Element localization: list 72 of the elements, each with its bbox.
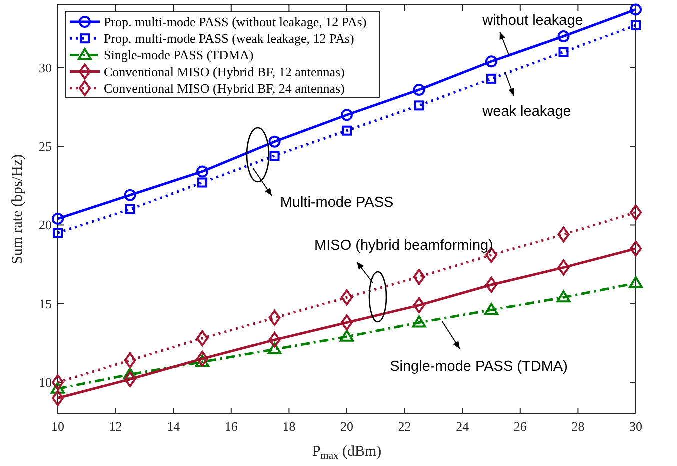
x-tick-label: 26	[514, 419, 528, 434]
point	[196, 166, 208, 178]
point	[51, 382, 65, 394]
point	[341, 314, 353, 331]
point	[341, 290, 353, 306]
point	[124, 189, 136, 202]
y-axis-title: Sum rate (bps/Hz)	[10, 154, 26, 264]
point	[268, 136, 281, 148]
point	[631, 20, 641, 30]
point	[270, 151, 280, 162]
point	[123, 368, 138, 380]
point	[486, 56, 498, 68]
point	[52, 212, 64, 225]
point	[484, 303, 498, 316]
point	[341, 109, 353, 122]
point	[52, 374, 64, 391]
point	[268, 310, 281, 326]
point	[198, 178, 208, 188]
legend-label: Conventional MISO (Hybrid BF, 12 antennas)	[104, 64, 345, 80]
point	[52, 390, 64, 406]
annotation: Multi-mode PASS	[280, 195, 394, 211]
x-tick-label: 24	[456, 419, 470, 434]
legend-label: Single-mode PASS (TDMA)	[104, 48, 254, 63]
x-tick-label: 30	[630, 419, 642, 434]
y-tick-label: 15	[39, 296, 52, 312]
x-tick-label: 20	[340, 419, 354, 434]
point	[558, 260, 570, 276]
x-tick-label: 10	[52, 419, 64, 434]
point	[629, 276, 643, 288]
point	[196, 350, 208, 367]
legend-label: Prop. multi-mode PASS (weak leakage, 12 PAs)	[104, 31, 354, 46]
point	[342, 126, 352, 136]
y-tick-label: 30	[39, 60, 52, 76]
point	[558, 47, 569, 58]
point	[268, 332, 281, 348]
point	[340, 330, 354, 342]
point	[558, 30, 570, 42]
point	[196, 330, 208, 346]
point	[125, 204, 136, 214]
y-tick-label: 25	[39, 139, 52, 154]
legend-label: Prop. multi-mode PASS (without leakage, 12 PAs)	[104, 14, 367, 30]
annotation: weak leakage	[482, 104, 572, 120]
point	[558, 226, 570, 243]
point	[486, 277, 498, 294]
point	[556, 290, 571, 303]
annotation: Single-mode PASS (TDMA)	[390, 359, 568, 375]
point	[53, 228, 63, 238]
point	[124, 352, 136, 369]
point	[124, 371, 136, 388]
x-tick-label: 28	[572, 419, 585, 434]
x-tick-label: 16	[224, 419, 238, 434]
y-tick-label: 20	[39, 218, 52, 233]
legend-label: Conventional MISO (Hybrid BF, 24 antennas)	[104, 80, 345, 96]
point	[413, 84, 426, 96]
annotation: MISO (hybrid beamforming)	[314, 238, 494, 254]
point	[413, 297, 426, 314]
point	[414, 100, 424, 111]
annotation: without leakage	[482, 13, 584, 29]
x-tick-label: 14	[167, 419, 181, 434]
point	[412, 316, 426, 328]
x-tick-label: 18	[282, 419, 296, 434]
point	[486, 74, 496, 84]
point	[630, 4, 642, 16]
x-tick-label: 22	[398, 419, 412, 434]
point	[268, 342, 282, 355]
y-tick-label: 10	[39, 375, 52, 390]
point	[630, 240, 642, 257]
x-axis-title: P$_{max}$ (dBm)	[312, 444, 382, 462]
point	[630, 204, 642, 221]
point	[413, 269, 426, 286]
point	[196, 355, 210, 368]
x-tick-label: 12	[109, 419, 122, 434]
